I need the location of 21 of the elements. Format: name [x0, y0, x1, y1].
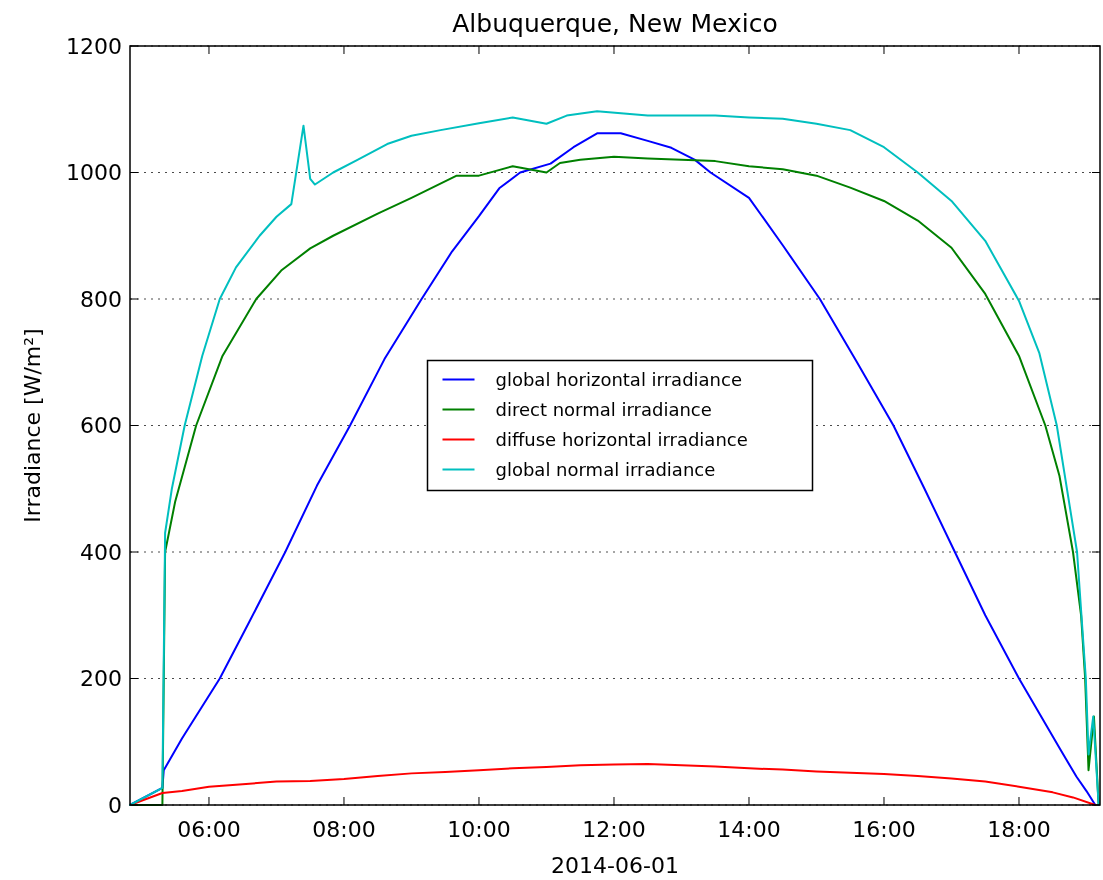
- x-tick-label: 10:00: [447, 817, 511, 842]
- y-tick-label: 1000: [66, 160, 122, 186]
- legend-label: direct normal irradiance: [495, 398, 712, 420]
- x-tick-label: 08:00: [312, 817, 376, 842]
- x-tick-label: 12:00: [582, 817, 646, 842]
- y-tick-label: 0: [108, 792, 122, 818]
- x-tick-label: 06:00: [177, 817, 241, 842]
- x-tick-label: 18:00: [987, 817, 1051, 842]
- legend-label: global normal irradiance: [495, 458, 716, 480]
- legend-label: global horizontal irradiance: [495, 368, 742, 390]
- y-tick-label: 1200: [66, 33, 122, 59]
- chart-title: Albuquerque, New Mexico: [452, 9, 778, 38]
- legend-label: diffuse horizontal irradiance: [495, 428, 748, 450]
- y-tick-label: 600: [80, 413, 122, 439]
- y-tick-label: 200: [80, 666, 122, 692]
- x-tick-label: 16:00: [852, 817, 916, 842]
- x-axis-title: 2014-06-01: [551, 853, 679, 878]
- y-tick-label: 800: [80, 286, 122, 312]
- y-axis-title: Irradiance [W/m²]: [20, 328, 45, 523]
- x-tick-label: 14:00: [717, 817, 781, 842]
- y-tick-label: 400: [80, 539, 122, 565]
